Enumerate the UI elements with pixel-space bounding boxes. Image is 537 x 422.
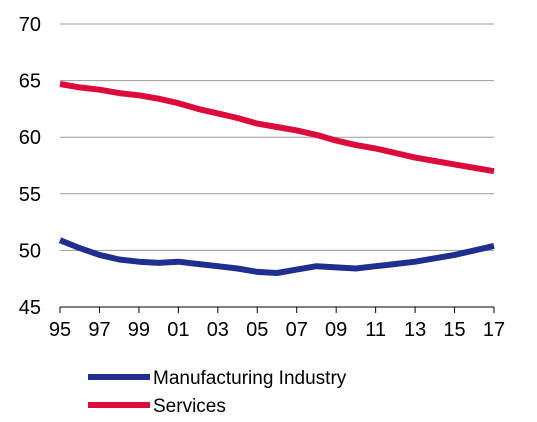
legend-label-manufacturing: Manufacturing Industry <box>153 368 347 389</box>
y-axis-tick-labels: 45 50 55 60 65 70 <box>19 14 41 319</box>
series-lines <box>58 81 495 276</box>
y-tick-label: 55 <box>19 184 41 206</box>
x-tick-label: 03 <box>207 319 229 341</box>
x-tick-label: 07 <box>286 319 308 341</box>
x-tick-label: 01 <box>167 319 189 341</box>
x-tick-label: 13 <box>404 319 426 341</box>
series-line-manufacturing <box>58 237 495 276</box>
legend-label-services: Services <box>153 396 226 417</box>
series-line-services <box>59 81 495 175</box>
legend-item-manufacturing: Manufacturing Industry <box>88 368 347 389</box>
y-tick-label: 50 <box>19 240 41 262</box>
legend-item-services: Services <box>88 396 226 417</box>
x-axis-tick-labels: 95 97 99 01 03 05 07 09 11 13 15 17 <box>49 307 505 341</box>
gridlines <box>60 23 494 308</box>
x-tick-label: 95 <box>49 319 71 341</box>
y-tick-label: 65 <box>19 71 41 93</box>
legend: Manufacturing Industry Services <box>88 368 347 417</box>
x-tick-label: 17 <box>483 319 505 341</box>
y-tick-label: 60 <box>19 127 41 149</box>
x-tick-label: 99 <box>128 319 150 341</box>
x-tick-label: 09 <box>325 319 347 341</box>
x-tick-label: 97 <box>88 319 110 341</box>
x-tick-label: 11 <box>365 319 386 341</box>
x-tick-label: 15 <box>443 319 465 341</box>
y-tick-label: 45 <box>19 297 41 319</box>
x-tick-label: 05 <box>246 319 268 341</box>
y-tick-label: 70 <box>19 14 41 36</box>
